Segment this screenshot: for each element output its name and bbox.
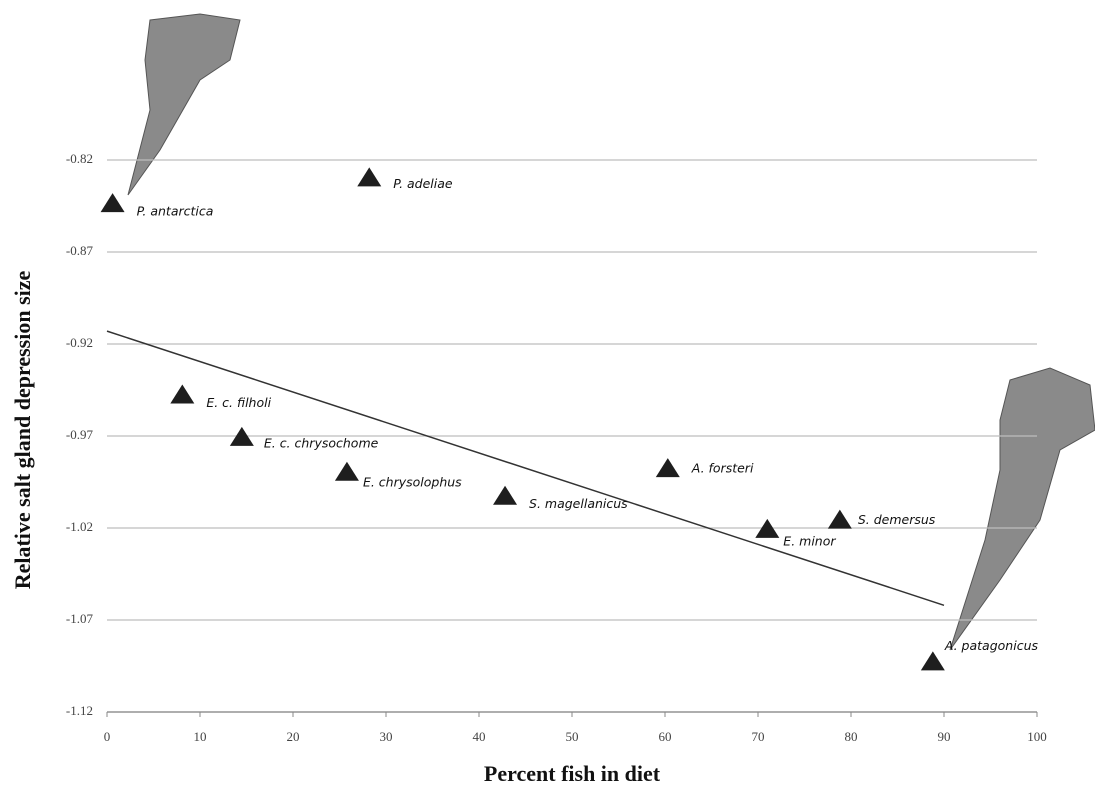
point-label: E. c. filholi [206, 395, 271, 410]
point-label: E. chrysolophus [363, 474, 462, 489]
x-tick-label: 0 [104, 729, 111, 744]
y-tick-label: -0.97 [66, 427, 94, 442]
x-tick-label: 100 [1027, 729, 1047, 744]
trend-line [106, 330, 945, 606]
y-axis-title: Relative salt gland depression size [10, 270, 35, 589]
x-tick-label: 90 [938, 729, 951, 744]
y-tick-label: -1.07 [66, 611, 94, 626]
y-tick-label: -1.12 [66, 703, 93, 718]
x-tick-label: 70 [752, 729, 765, 744]
point-label: S. magellanicus [529, 496, 628, 511]
marker [655, 458, 680, 478]
marker [755, 518, 780, 538]
x-tick-label: 30 [380, 729, 393, 744]
x-tick-label: 10 [194, 729, 207, 744]
x-tick-label: 80 [845, 729, 858, 744]
x-axis-title: Percent fish in diet [484, 761, 661, 786]
skull-illustration [127, 13, 1095, 651]
y-tick-label: -0.82 [66, 151, 93, 166]
marker [920, 651, 945, 671]
point-label: E. minor [783, 533, 836, 548]
marker [334, 461, 359, 481]
x-tick-label: 50 [566, 729, 579, 744]
x-tick-label: 60 [659, 729, 672, 744]
marker [357, 167, 382, 187]
marker [827, 509, 852, 529]
marker [229, 426, 254, 446]
point-label: P. adeliae [393, 176, 453, 191]
marker [493, 485, 518, 505]
x-tick-label: 40 [473, 729, 486, 744]
marker [170, 384, 195, 404]
x-tick-label: 20 [287, 729, 300, 744]
y-tick-label: -1.02 [66, 519, 93, 534]
point-label: E. c. chrysochome [264, 435, 379, 450]
point-label: S. demersus [858, 512, 936, 527]
marker [100, 193, 125, 213]
point-label: A. patagonicus [944, 638, 1039, 653]
point-label: P. antarctica [137, 204, 214, 219]
point-label: A. forsteri [691, 461, 754, 476]
y-tick-label: -0.87 [66, 243, 94, 258]
y-tick-label: -0.92 [66, 335, 93, 350]
